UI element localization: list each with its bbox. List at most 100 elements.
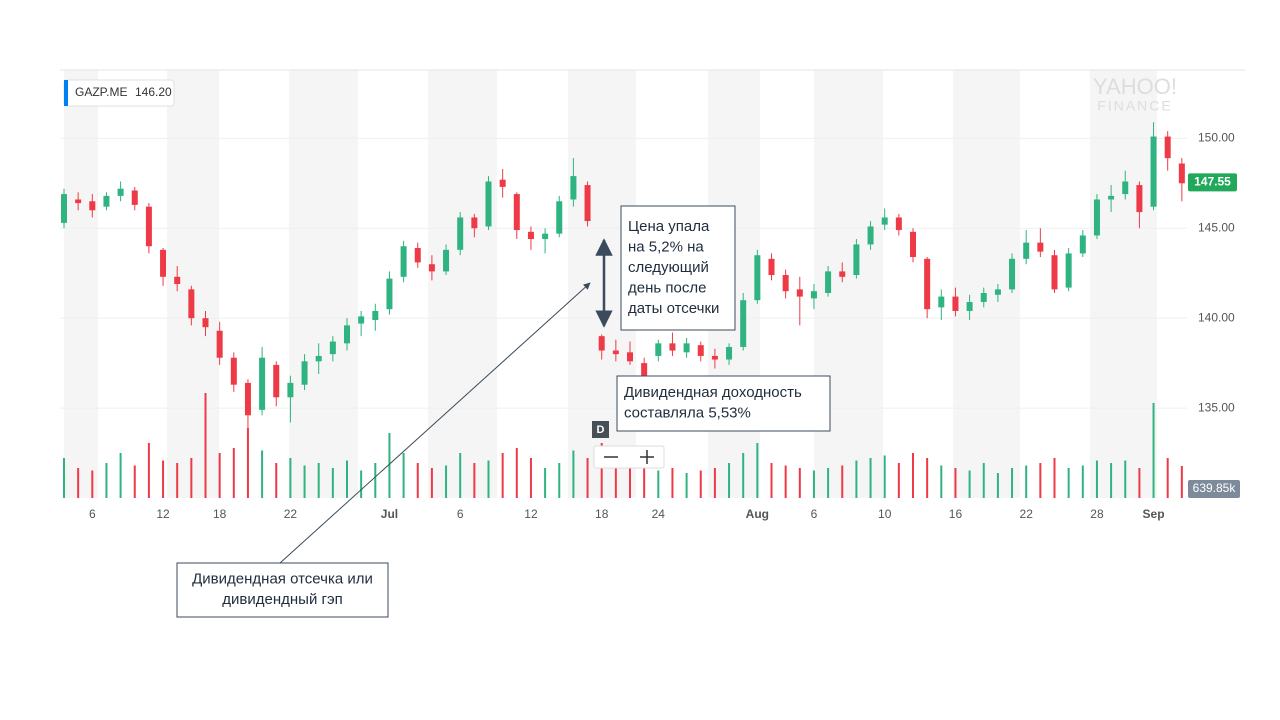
candle-body [1136,185,1143,213]
annotation-text: на 5,2% на [628,238,704,255]
symbol-marker [64,80,68,106]
candle-body [641,363,648,376]
candle-body [499,179,506,187]
candle-body [344,325,350,344]
x-tick-label: 10 [878,507,892,521]
volume-bar [289,458,292,498]
dividend-marker-label: D [597,424,605,436]
candle-body [1009,258,1016,290]
dividend-marker[interactable] [592,421,609,438]
candle-body [1079,235,1086,254]
x-tick-label: 12 [156,507,170,521]
candle-body [89,201,96,211]
week-band [289,70,358,498]
x-tick-label: 6 [457,507,464,521]
volume-bar [657,470,660,498]
candle-body [910,231,916,258]
volume-bar [501,453,504,498]
volume-bar [133,465,136,498]
x-tick-label: 22 [284,507,298,521]
volume-bar [119,453,122,498]
volume-bar [105,463,108,498]
volume-bar [1110,463,1113,498]
y-tick-label: 145.00 [1198,220,1235,234]
volume-bar [926,458,929,498]
candle-body [782,275,789,292]
annotation-text: день после [628,279,706,296]
week-band [1090,70,1157,498]
volume-bar [1138,468,1141,498]
x-tick-label: Aug [746,507,769,521]
x-tick-label: 6 [811,507,818,521]
volume-bar [317,463,320,498]
volume-bar [897,463,900,498]
volume-bar [685,473,688,498]
x-tick-label: 16 [949,507,963,521]
candle-body [1023,242,1030,259]
candle-body [952,296,959,311]
candle-body [230,357,237,385]
volume-bar [544,468,547,498]
candle-body [810,291,817,299]
volume-bar [473,463,476,498]
volume-bar [218,453,221,498]
candle-body [796,289,803,297]
volume-bar [996,473,999,498]
volume-bar [869,458,872,498]
volume-bar [1039,463,1042,498]
candle-body [301,361,308,385]
candle-body [556,201,563,234]
volume-bar [883,455,886,498]
volume-bar [261,450,264,498]
volume-bar [841,465,844,498]
volume-bar [445,465,448,498]
volume-bar [246,428,249,498]
candle-body [400,246,407,277]
candle-body [655,343,662,356]
candle-body [443,249,450,272]
candle-body [103,195,110,207]
volume-bar [742,453,745,498]
volume-bar [388,433,391,498]
volume-bar [968,470,971,498]
volume-bar [614,465,617,498]
volume-bar [232,448,235,498]
candle-body [994,289,1001,295]
candle-body [315,355,322,362]
symbol: GAZP.ME [75,85,127,99]
candle-body [457,217,464,250]
volume-bar [162,460,165,498]
candle-body [174,276,181,284]
candle-body [202,318,209,328]
volume-bar [756,443,759,498]
volume-bar [1166,458,1169,498]
volume-bar [360,470,363,498]
volume-tag [1188,480,1240,498]
watermark: FINANCE [1097,98,1172,114]
x-tick-label: 6 [89,507,96,521]
candle-body [839,271,846,277]
candle-body [131,190,138,205]
volume-bar [1025,465,1028,498]
candle-body [895,217,902,231]
volume-bar [459,453,462,498]
volume-bar [572,450,575,498]
x-tick-label: 22 [1020,507,1034,521]
candle-body [1164,136,1171,159]
volume-bar [77,468,80,498]
candle-body [513,194,520,231]
volume-bar [629,468,631,498]
candle-body [966,301,973,311]
volume-bar [1095,460,1098,498]
candle-body [598,336,605,351]
volume-bar [416,463,419,498]
candle-body [825,271,832,293]
last-price-tag [1188,173,1237,192]
candle-body [1178,163,1185,184]
volume-bar [827,468,830,498]
candle-body [244,382,251,416]
annotation-box [176,562,389,618]
volume-bar [1180,466,1183,498]
volume-bar [515,448,518,498]
